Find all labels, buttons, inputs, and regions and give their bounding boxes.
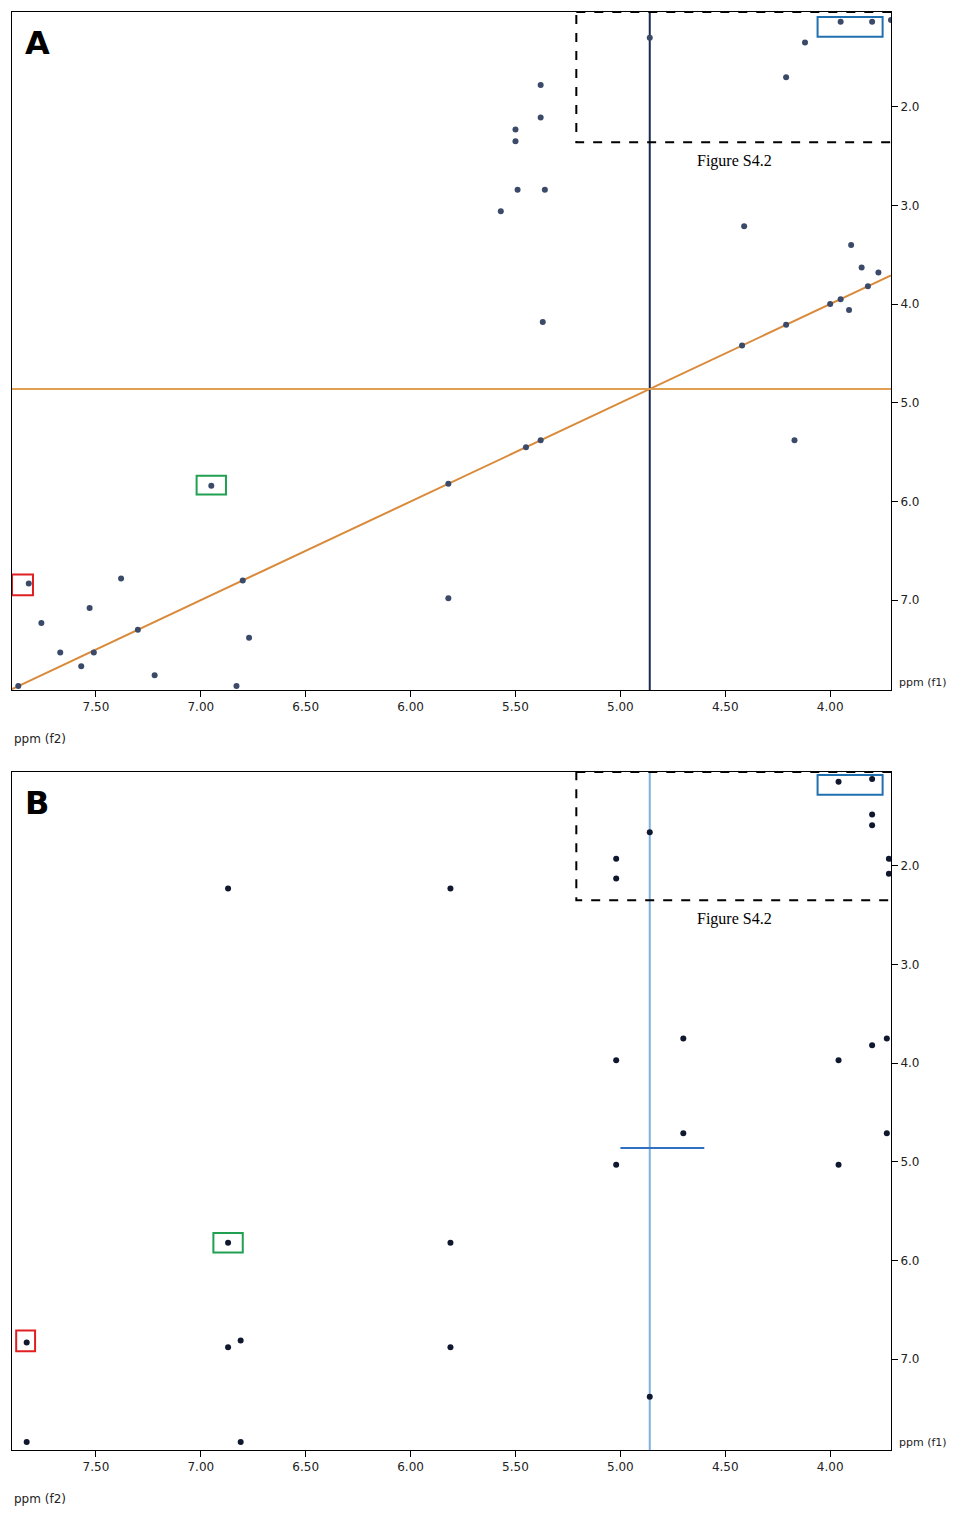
svg-text:7.0: 7.0 bbox=[900, 593, 919, 607]
svg-text:6.00: 6.00 bbox=[397, 700, 424, 714]
svg-text:ppm (f2): ppm (f2) bbox=[14, 732, 66, 746]
svg-text:7.50: 7.50 bbox=[83, 700, 110, 714]
svg-text:5.00: 5.00 bbox=[607, 700, 634, 714]
svg-text:3.0: 3.0 bbox=[900, 199, 919, 213]
svg-text:ppm (f2): ppm (f2) bbox=[14, 1492, 66, 1506]
svg-text:4.0: 4.0 bbox=[900, 1056, 919, 1070]
svg-text:7.00: 7.00 bbox=[187, 1460, 214, 1474]
svg-text:7.00: 7.00 bbox=[187, 700, 214, 714]
svg-text:6.50: 6.50 bbox=[292, 700, 319, 714]
svg-text:7.50: 7.50 bbox=[83, 1460, 110, 1474]
svg-text:5.00: 5.00 bbox=[607, 1460, 634, 1474]
svg-text:4.00: 4.00 bbox=[817, 700, 844, 714]
svg-text:4.0: 4.0 bbox=[900, 297, 919, 311]
svg-text:ppm (f1): ppm (f1) bbox=[899, 676, 947, 689]
svg-text:7.0: 7.0 bbox=[900, 1352, 919, 1366]
svg-text:5.50: 5.50 bbox=[502, 700, 529, 714]
svg-text:6.00: 6.00 bbox=[397, 1460, 424, 1474]
svg-text:5.0: 5.0 bbox=[900, 1155, 919, 1169]
svg-text:2.0: 2.0 bbox=[900, 859, 919, 873]
svg-text:6.50: 6.50 bbox=[292, 1460, 319, 1474]
svg-text:ppm (f1): ppm (f1) bbox=[899, 1436, 947, 1449]
svg-text:4.50: 4.50 bbox=[712, 700, 739, 714]
svg-text:4.00: 4.00 bbox=[817, 1460, 844, 1474]
svg-text:Figure S4.2: Figure S4.2 bbox=[697, 910, 772, 928]
svg-text:5.0: 5.0 bbox=[900, 396, 919, 410]
svg-text:2.0: 2.0 bbox=[900, 100, 919, 114]
svg-text:5.50: 5.50 bbox=[502, 1460, 529, 1474]
svg-text:A: A bbox=[25, 24, 50, 62]
svg-text:B: B bbox=[25, 784, 49, 822]
svg-text:4.50: 4.50 bbox=[712, 1460, 739, 1474]
svg-text:3.0: 3.0 bbox=[900, 958, 919, 972]
svg-text:6.0: 6.0 bbox=[900, 1254, 919, 1268]
svg-text:6.0: 6.0 bbox=[900, 495, 919, 509]
svg-text:Figure S4.2: Figure S4.2 bbox=[697, 152, 772, 170]
